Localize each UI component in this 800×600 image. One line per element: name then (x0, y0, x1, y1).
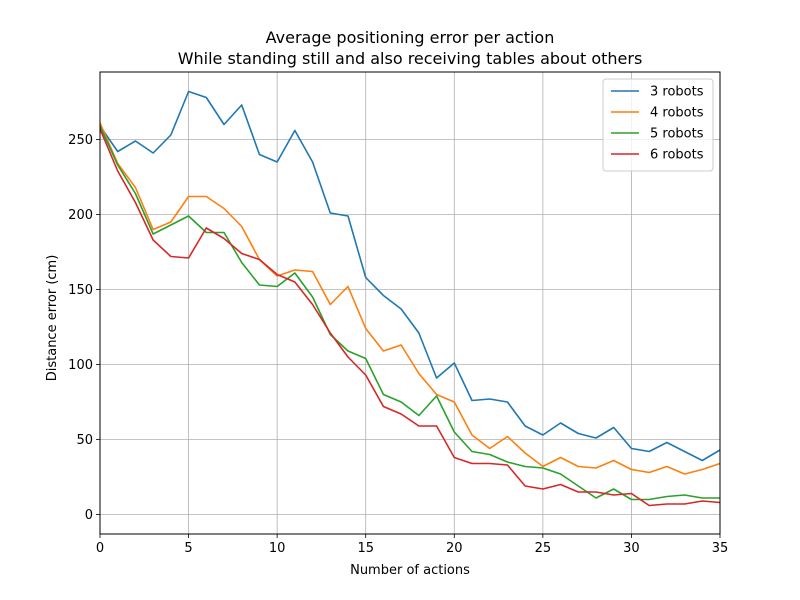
y-tick-label: 0 (85, 508, 93, 523)
series-line-3-robots (99, 90, 721, 462)
legend-label-4-robots: 4 robots (650, 106, 704, 121)
y-tick-label: 100 (68, 358, 93, 373)
x-tick-label: 15 (357, 541, 374, 556)
y-axis-label: Distance error (cm) (45, 255, 60, 382)
x-tick-label: 5 (184, 541, 192, 556)
plot-frame (99, 71, 721, 535)
series-line-6-robots (99, 128, 721, 507)
y-tick-label: 250 (68, 133, 93, 148)
legend-label-6-robots: 6 robots (650, 148, 704, 163)
legend-box (602, 78, 714, 172)
y-tick-label: 50 (76, 433, 93, 448)
y-tick-label: 200 (68, 208, 93, 223)
x-tick-label: 10 (269, 541, 286, 556)
x-tick-label: 35 (712, 541, 729, 556)
x-tick-label: 0 (96, 541, 104, 556)
x-tick-label: 30 (623, 541, 640, 556)
x-axis-label: Number of actions (350, 563, 470, 578)
y-tick-label: 150 (68, 283, 93, 298)
series-lines (99, 90, 721, 507)
legend-label-3-robots: 3 robots (650, 85, 704, 100)
chart-subtitle: While standing still and also receiving … (178, 49, 643, 68)
x-tick-label: 20 (446, 541, 463, 556)
legend: 3 robots 4 robots 5 robots 6 robots (602, 78, 714, 172)
axis-ticks: 0 5 10 15 20 25 30 35 0 50 100 150 200 250 (68, 133, 728, 556)
x-tick-label: 25 (535, 541, 552, 556)
series-line-5-robots (99, 125, 720, 501)
chart-title: Average positioning error per action (266, 28, 555, 47)
series-line-4-robots (99, 122, 721, 475)
legend-label-5-robots: 5 robots (650, 127, 704, 142)
